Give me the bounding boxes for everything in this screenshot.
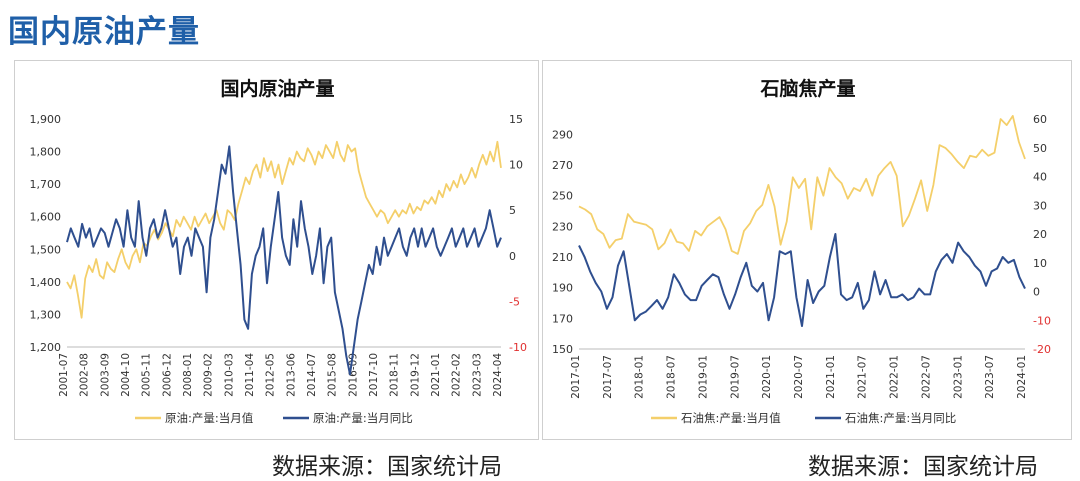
x-tick-label: 2010-03 [223, 353, 235, 397]
page-title: 国内原油产量 [8, 14, 200, 50]
x-tick-label: 2001-07 [58, 353, 70, 397]
x-tick-label: 2008-01 [182, 353, 194, 397]
chart-petroleum-coke: 石脑焦产量 150 170 190 210 230 250 270 290 -20 -10 0 10 20… [552, 77, 1051, 425]
x-tick-label: 2024-04 [492, 353, 504, 397]
chart-crude-oil: 国内原油产量 1,200 1,300 1,400 1,500 1,600 1,700 1,80… [30, 77, 527, 425]
x-tick-label: 2018-01 [634, 355, 646, 399]
y-tick-label-left: 1,600 [30, 211, 62, 224]
source-note-right: 数据来源：国家统计局 [808, 454, 1038, 480]
y-tick-label-left: 170 [552, 312, 573, 325]
y-tick-label-left: 1,200 [30, 341, 62, 354]
x-tick-label: 2021-07 [857, 355, 869, 399]
legend-label: 石油焦:产量:当月同比 [845, 411, 956, 425]
y-tick-label-right: 30 [1033, 199, 1047, 212]
y-tick-label-right: 50 [1033, 142, 1047, 155]
y-tick-label-right: -5 [509, 295, 520, 308]
y-tick-label-left: 190 [552, 282, 573, 295]
source-note-left: 数据来源：国家统计局 [272, 454, 502, 480]
x-tick-label: 2022-02 [451, 353, 463, 397]
y-tick-label-left: 270 [552, 159, 573, 172]
x-tick-label: 2013-06 [285, 353, 297, 397]
y-tick-label-right: -10 [1033, 314, 1051, 327]
y-tick-label-right: -10 [509, 341, 527, 354]
y-tick-label-right: 10 [1033, 257, 1047, 270]
x-tick-label: 2019-12 [409, 353, 421, 397]
y-tick-label-right: 40 [1033, 171, 1047, 184]
x-tick-label: 2006-12 [161, 353, 173, 397]
x-tick-label: 2023-01 [952, 355, 964, 399]
x-tick-label: 2021-01 [430, 353, 442, 397]
x-tick-label: 2019-01 [697, 355, 709, 399]
x-tick-label: 2009-02 [203, 353, 215, 397]
legend-label: 原油:产量:当月值 [165, 411, 254, 425]
x-tick-label: 2004-10 [120, 353, 132, 397]
x-tick-label: 2012-05 [265, 353, 277, 397]
y-tick-label-right: 0 [509, 250, 516, 263]
x-tick-label: 2017-10 [368, 353, 380, 397]
x-tick-label: 2018-07 [666, 355, 678, 399]
y-tick-label-right: -20 [1033, 343, 1051, 356]
chart-title: 石脑焦产量 [759, 77, 855, 100]
x-tick-label: 2022-01 [889, 355, 901, 399]
y-tick-label-left: 1,900 [30, 113, 62, 126]
y-tick-label-right: 10 [509, 159, 523, 172]
x-tick-label: 2017-01 [570, 355, 582, 399]
x-tick-label: 2014-07 [306, 353, 318, 397]
x-tick-label: 2015-08 [327, 353, 339, 397]
chart-panel-crude-oil: 国内原油产量 1,200 1,300 1,400 1,500 1,600 1,700 1,80… [14, 60, 539, 440]
x-tick-label: 2011-04 [244, 353, 256, 397]
y-tick-label-left: 150 [552, 343, 573, 356]
x-tick-label: 2019-07 [729, 355, 741, 399]
y-tick-label-right: 0 [1033, 286, 1040, 299]
series-line-value [578, 115, 1026, 255]
x-tick-label: 2022-07 [920, 355, 932, 399]
x-tick-label: 2003-09 [99, 353, 111, 397]
y-tick-label-left: 210 [552, 251, 573, 264]
x-tick-label: 2017-07 [602, 355, 614, 399]
y-tick-label-right: 20 [1033, 228, 1047, 241]
series-line-yoy [66, 145, 502, 376]
y-tick-label-right: 15 [509, 113, 523, 126]
legend-label: 石油焦:产量:当月值 [681, 411, 781, 425]
x-tick-label: 2016-09 [347, 353, 359, 397]
y-tick-label-left: 1,700 [30, 178, 62, 191]
x-tick-label: 2021-01 [825, 355, 837, 399]
y-tick-label-right: 60 [1033, 113, 1047, 126]
series-line-value [66, 140, 502, 319]
y-tick-label-left: 1,500 [30, 243, 62, 256]
x-tick-label: 2020-07 [793, 355, 805, 399]
y-tick-label-right: 5 [509, 204, 516, 217]
x-tick-label: 2024-01 [1016, 355, 1028, 399]
legend-label: 原油:产量:当月同比 [313, 411, 413, 425]
x-tick-label: 2020-01 [761, 355, 773, 399]
series-line-yoy [578, 233, 1026, 327]
x-tick-label: 2023-03 [471, 353, 483, 397]
chart-title: 国内原油产量 [220, 77, 334, 100]
y-tick-label-left: 230 [552, 220, 573, 233]
y-tick-label-left: 1,400 [30, 276, 62, 289]
x-tick-label: 2023-07 [984, 355, 996, 399]
y-tick-label-left: 250 [552, 190, 573, 203]
y-tick-label-left: 1,300 [30, 308, 62, 321]
x-tick-label: 2005-11 [141, 353, 153, 397]
chart-panel-petroleum-coke: 石脑焦产量 150 170 190 210 230 250 270 290 -20 -10 0 10 20… [542, 60, 1072, 440]
x-tick-label: 2018-11 [389, 353, 401, 397]
y-tick-label-left: 1,800 [30, 146, 62, 159]
y-tick-label-left: 290 [552, 128, 573, 141]
x-tick-label: 2002-08 [79, 353, 91, 397]
